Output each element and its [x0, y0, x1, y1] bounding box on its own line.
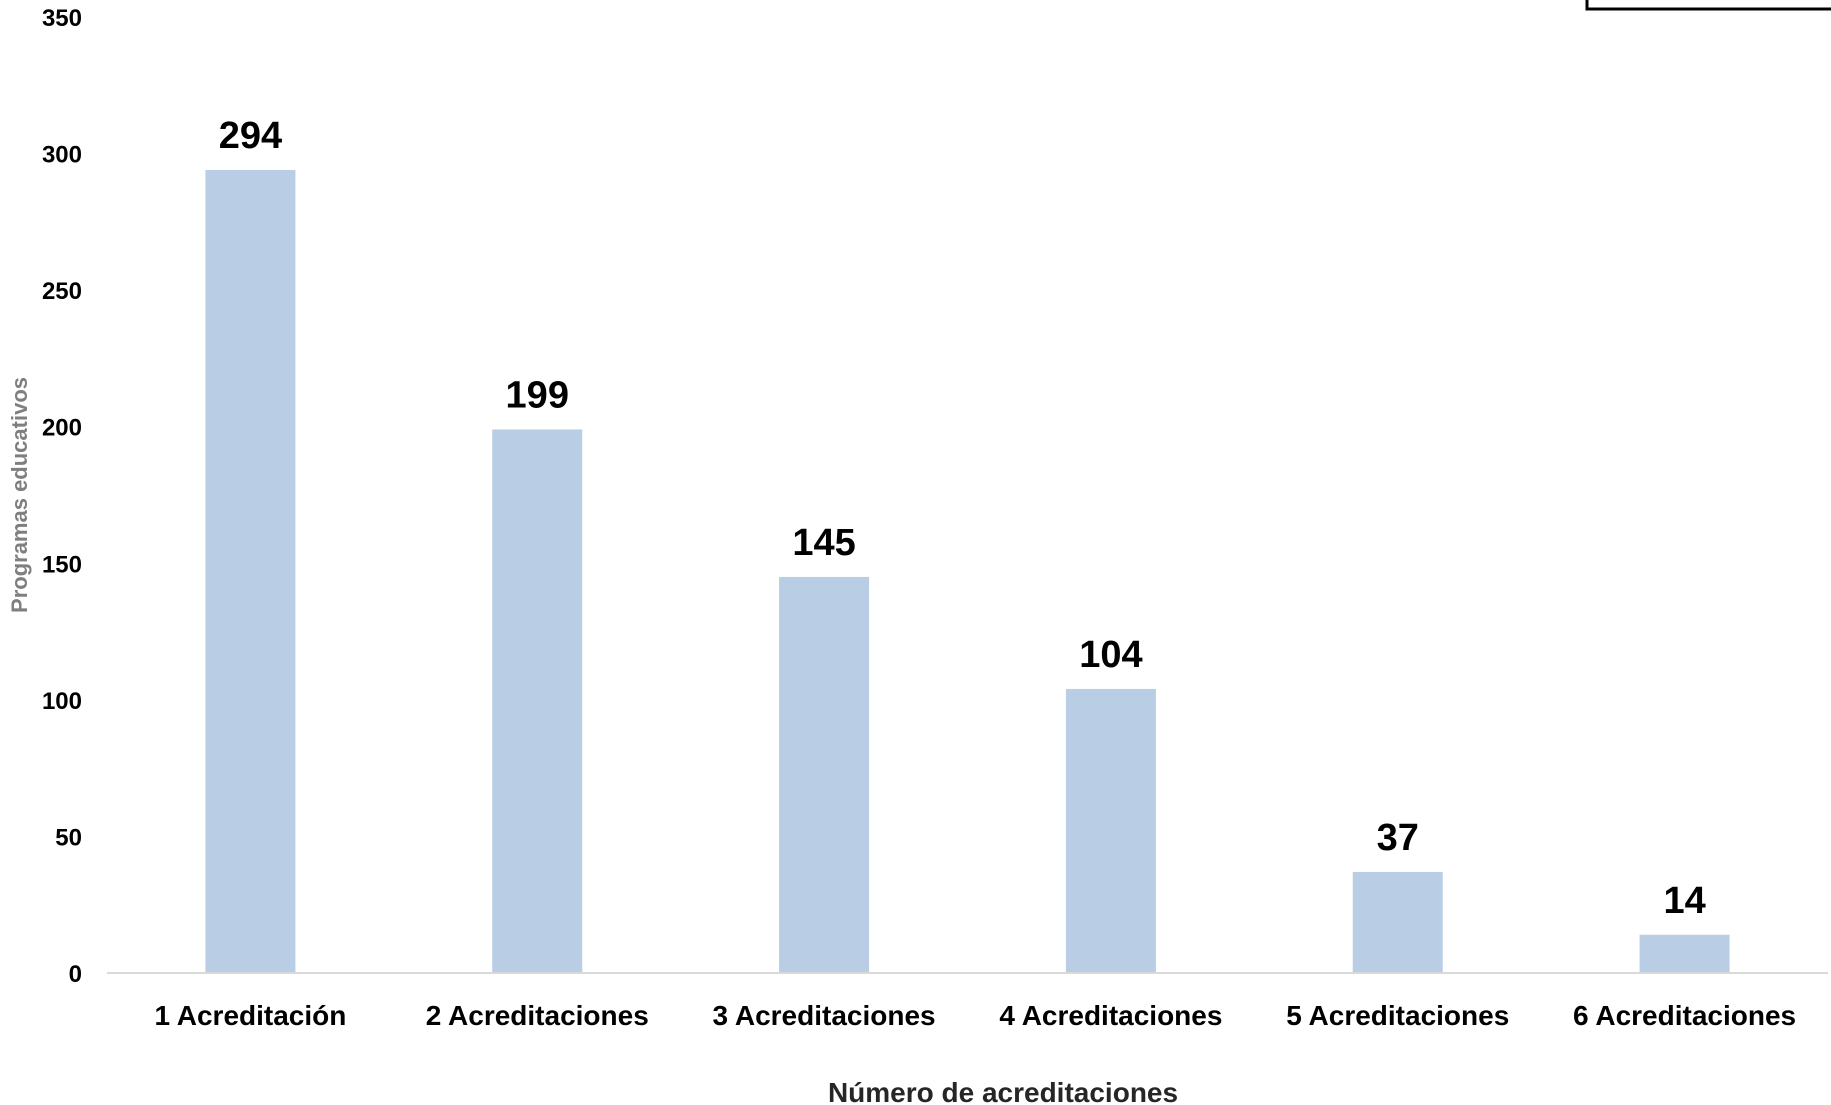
data-label: 199 [506, 374, 569, 416]
y-axis-ticks: 0 50 100 150 200 250 300 350 [42, 5, 82, 988]
bar [1065, 688, 1156, 973]
data-label: 145 [792, 522, 855, 564]
x-axis-title: Número de acreditaciones [828, 1077, 1178, 1105]
data-label: 104 [1079, 634, 1142, 676]
y-tick-label: 150 [42, 551, 82, 578]
y-tick-label: 200 [42, 415, 82, 442]
data-label: 294 [219, 115, 282, 157]
y-tick-label: 50 [55, 824, 82, 851]
bar [492, 429, 583, 974]
y-tick-label: 250 [42, 278, 82, 305]
bar [1352, 871, 1443, 973]
category-labels: 1 Acreditación 2 Acreditaciones 3 Acredita… [154, 1000, 1796, 1031]
category-label: 6 Acreditaciones [1573, 1000, 1796, 1031]
category-label: 2 Acreditaciones [426, 1000, 649, 1031]
y-tick-label: 350 [42, 5, 82, 32]
category-label: 3 Acreditaciones [713, 1000, 936, 1031]
bar [205, 169, 296, 973]
data-label: 37 [1377, 817, 1419, 859]
y-tick-label: 300 [42, 142, 82, 169]
y-axis-title: Programas educativos [7, 377, 32, 613]
data-labels: 294 199 145 104 37 14 [219, 115, 1706, 922]
data-label: 14 [1663, 880, 1705, 922]
category-label: 5 Acreditaciones [1286, 1000, 1509, 1031]
bars [205, 169, 1730, 974]
y-tick-label: 0 [69, 961, 82, 988]
y-tick-label: 100 [42, 688, 82, 715]
category-label: 1 Acreditación [154, 1000, 346, 1031]
category-label: 4 Acreditaciones [999, 1000, 1222, 1031]
bar [1639, 934, 1730, 973]
frame-corner [1585, 0, 1831, 11]
bar [779, 576, 870, 973]
